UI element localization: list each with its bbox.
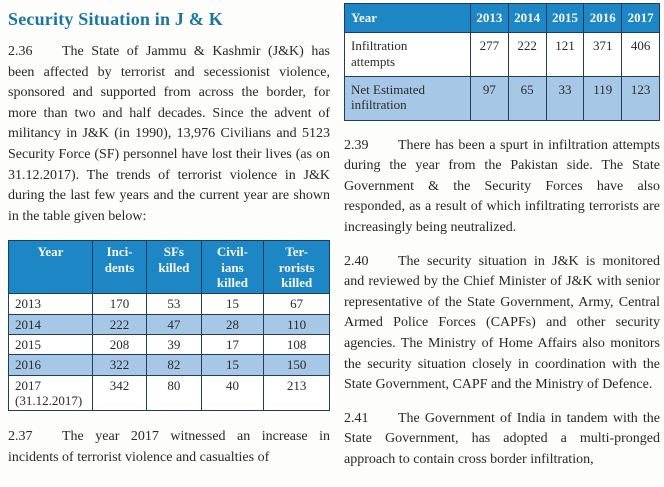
cell-value: 53 <box>146 293 202 315</box>
column-header: Year <box>344 2 471 34</box>
infiltration-table: Year 2013 2014 2015 2016 2017 Infiltration at… <box>344 2 660 121</box>
column-header: Ter- rorists killed <box>263 240 330 295</box>
cell-value: 222 <box>91 313 148 335</box>
cell-value: 28 <box>200 313 265 335</box>
cell-value: 121 <box>545 32 585 77</box>
left-column: Security Situation in J & K 2.36 The Stat… <box>8 0 330 481</box>
row-label: 2015 <box>8 333 93 356</box>
table-header-row: Year Inci- dents SFs killed Civil- ians kil… <box>8 240 330 295</box>
column-header: 2016 <box>583 2 623 34</box>
paragraph-2-39: 2.39 There has been a spurt in infiltrati… <box>344 136 660 239</box>
cell-value: 97 <box>469 75 509 121</box>
cell-value: 208 <box>91 333 148 356</box>
paragraph-2-40: 2.40 The security situation in J&K is mon… <box>344 252 660 396</box>
cell-value: 322 <box>91 354 148 376</box>
cell-value: 277 <box>469 32 509 77</box>
row-label: 2013 <box>8 293 93 315</box>
table-row: Infiltration attempts 277 222 121 371 406 <box>344 32 660 77</box>
cell-value: 40 <box>200 374 265 412</box>
cell-value: 39 <box>146 333 202 356</box>
cell-value: 213 <box>263 374 330 412</box>
paragraph-text: There has been a spurt in infiltration a… <box>344 137 660 236</box>
column-header: Year <box>8 240 93 295</box>
cell-value: 33 <box>545 75 585 121</box>
paragraph-2-36: 2.36 The State of Jammu & Kashmir (J&K) h… <box>8 42 330 227</box>
terrorist-violence-table: Year Inci- dents SFs killed Civil- ians kil… <box>8 240 330 412</box>
row-label: 2017 (31.12.2017) <box>8 374 93 412</box>
cell-value: 67 <box>263 293 330 315</box>
cell-value: 110 <box>263 313 330 335</box>
column-header: Inci- dents <box>91 240 148 295</box>
cell-value: 371 <box>583 32 623 77</box>
cell-value: 108 <box>263 333 330 356</box>
cell-value: 170 <box>91 293 148 315</box>
section-title: Security Situation in J & K <box>8 9 223 29</box>
row-label: 2014 <box>8 313 93 335</box>
cell-value: 406 <box>621 32 660 77</box>
cell-value: 123 <box>621 75 660 121</box>
paragraph-text: The State of Jammu & Kashmir (J&K) has b… <box>8 44 330 224</box>
paragraph-2-41: 2.41 The Government of India in tandem wi… <box>344 409 660 471</box>
cell-value: 47 <box>146 313 202 335</box>
paragraph-number: 2.39 <box>344 137 369 153</box>
table-row: 2013 170 53 15 67 <box>8 293 330 315</box>
paragraph-text: The Government of India in tandem with t… <box>344 410 660 467</box>
paragraph-text: The year 2017 witnessed an increase in i… <box>8 429 330 465</box>
paragraph-number: 2.40 <box>344 253 369 269</box>
cell-value: 80 <box>146 374 202 412</box>
paragraph-text: The security situation in J&K is monitor… <box>344 253 660 393</box>
paragraph-number: 2.41 <box>344 410 369 426</box>
table-row: 2016 322 82 15 150 <box>8 354 330 376</box>
cell-value: 150 <box>263 354 330 376</box>
column-header: Civil- ians killed <box>200 240 265 295</box>
cell-value: 65 <box>507 75 547 121</box>
row-label: 2016 <box>8 354 93 376</box>
column-header: SFs killed <box>146 240 202 295</box>
column-header: 2013 <box>469 2 509 34</box>
table-header-row: Year 2013 2014 2015 2016 2017 <box>344 2 660 34</box>
table-row: 2017 (31.12.2017) 342 80 40 213 <box>8 374 330 412</box>
row-label: Infiltration attempts <box>344 32 471 77</box>
cell-value: 222 <box>507 32 547 77</box>
cell-value: 17 <box>200 333 265 356</box>
row-label: Net Estimated infiltration <box>344 75 471 121</box>
table-row: 2015 208 39 17 108 <box>8 333 330 356</box>
right-column: Year 2013 2014 2015 2016 2017 Infiltration at… <box>344 0 660 484</box>
column-header: 2014 <box>507 2 547 34</box>
cell-value: 82 <box>146 354 202 376</box>
cell-value: 15 <box>200 293 265 315</box>
paragraph-number: 2.36 <box>8 44 33 59</box>
column-header: 2017 <box>621 2 660 34</box>
table-row: Net Estimated infiltration 97 65 33 119 123 <box>344 75 660 121</box>
paragraph-number: 2.37 <box>8 429 33 445</box>
paragraph-2-37: 2.37 The year 2017 witnessed an increase … <box>8 427 330 468</box>
cell-value: 15 <box>200 354 265 376</box>
cell-value: 119 <box>583 75 623 121</box>
table-row: 2014 222 47 28 110 <box>8 313 330 335</box>
cell-value: 342 <box>91 374 148 412</box>
column-header: 2015 <box>545 2 585 34</box>
